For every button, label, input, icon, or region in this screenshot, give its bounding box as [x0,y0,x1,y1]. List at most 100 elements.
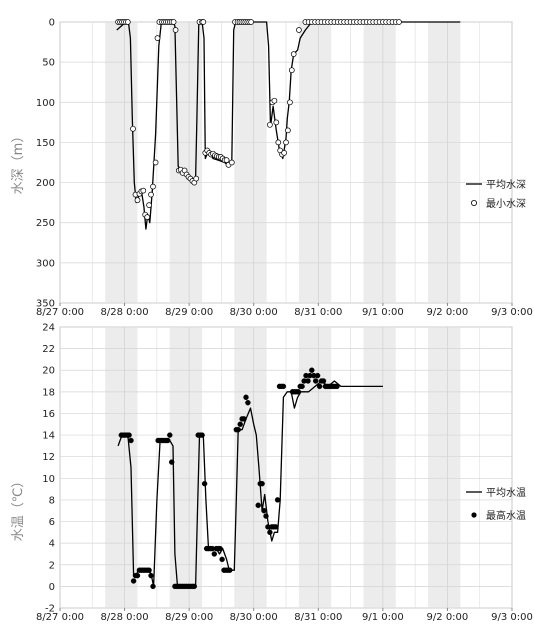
min-depth-point [193,175,200,182]
night-band [169,327,203,608]
night-band [234,22,267,303]
y-tick-label: -2 [45,604,55,615]
x-tick-label: 8/27 0:00 [36,612,84,623]
min-depth-point [172,27,179,33]
max-temp-point [165,437,171,444]
max-temp-point [217,545,223,552]
max-temp-point [134,572,141,579]
min-depth-point [285,127,291,134]
y-tick-label: 0 [49,582,55,593]
y-tick-label: 200 [36,178,55,189]
max-temp-point [219,556,225,563]
max-temp-point [199,432,205,438]
x-tick-label: 8/30 0:00 [230,612,278,623]
night-band [428,327,461,608]
y-axis-label-depth: 水深（m） [11,130,26,195]
max-temp-point [241,416,247,422]
max-temp-point [243,394,249,400]
legend-label-min-depth: 最小水深 [486,198,526,210]
legend-label-avg-depth: 平均水深 [486,179,526,191]
y-tick-label: 22 [42,344,55,355]
night-band [298,327,332,608]
y-tick-label: 8 [49,495,55,506]
max-temp-point [305,378,311,384]
min-depth-point [267,121,273,128]
x-tick-label: 8/29 0:00 [165,612,213,623]
legend-top: 平均水深 最小水深 [466,179,526,210]
max-temp-point [168,459,175,465]
night-band [363,22,396,303]
min-depth-point [275,139,282,146]
night-band [363,327,396,608]
night-band [234,327,267,608]
x-tick-label: 8/31 0:00 [294,307,342,318]
max-temp-point [255,502,261,508]
y-tick-label: 18 [42,387,55,398]
x-tick-label: 9/3 0:00 [491,307,533,318]
min-depth-point [283,139,289,146]
min-depth-point [152,159,159,166]
x-tick-label: 9/1 0:00 [362,307,404,318]
min-depth-point [148,191,154,198]
max-temp-point [334,383,340,390]
min-depth-point [290,51,297,57]
max-temp-point [299,383,305,390]
max-temp-point [261,508,267,514]
y-tick-label: 4 [49,539,55,550]
legend-bottom: 平均水温 最高水温 [466,487,526,522]
min-depth-point [288,67,295,74]
x-tick-label: 8/28 0:00 [101,612,149,623]
y-tick-label: 20 [42,366,55,377]
min-depth-point [130,125,136,132]
max-temp-point [320,378,327,384]
y-tick-label: 12 [42,452,55,463]
x-tick-label: 8/27 0:00 [36,307,84,318]
y-tick-label: 100 [36,98,55,109]
y-tick-label: 16 [42,409,55,420]
max-temp-point [148,572,154,579]
max-temp-point [314,372,321,379]
min-depth-point [154,35,161,41]
min-depth-point [223,157,230,163]
y-tick-label: 24 [42,323,55,334]
max-temp-point [313,378,319,384]
max-temp-point [227,567,233,573]
y-tick-label: 150 [36,138,55,149]
max-temp-point [316,383,323,390]
min-depth-point [228,159,235,166]
y-tick-label: 50 [42,58,55,69]
legend-marker-max-temp [471,512,477,518]
max-temp-point [201,481,208,487]
min-depth-point [150,183,156,190]
y-tick-label: 0 [49,18,55,29]
max-temp-point [167,432,173,438]
max-temp-point [237,421,243,427]
x-tick-label: 8/30 0:00 [230,307,278,318]
min-depth-point [273,119,280,126]
night-band [428,22,461,303]
max-temp-point [309,367,315,373]
max-temp-point [130,578,137,584]
water-temperature-chart: 8/27 0:00 8/28 0:00 8/29 0:00 8/30 0:00 8/31… [11,323,533,624]
min-depth-point [170,19,177,25]
min-depth-point [248,19,254,25]
x-tick-label: 8/31 0:00 [294,612,342,623]
y-tick-label: 6 [49,517,55,528]
min-depth-point [296,27,302,33]
night-band [105,22,138,303]
y-tick-label: 10 [42,474,55,485]
min-depth-point [287,99,293,106]
y-tick-label: 350 [36,299,55,310]
x-tick-label: 8/29 0:00 [165,307,213,318]
night-band [298,22,332,303]
y-axis-label-temperature: 水温（℃） [11,475,26,542]
max-temp-point [146,567,152,573]
max-temp-point [263,513,269,519]
max-temp-point [150,583,156,590]
night-band [169,22,203,303]
max-temp-point [191,583,198,590]
min-depth-point [200,19,207,25]
x-tick-label: 8/28 0:00 [101,307,149,318]
max-temp-point [211,551,218,557]
x-tick-label: 9/3 0:00 [491,612,533,623]
